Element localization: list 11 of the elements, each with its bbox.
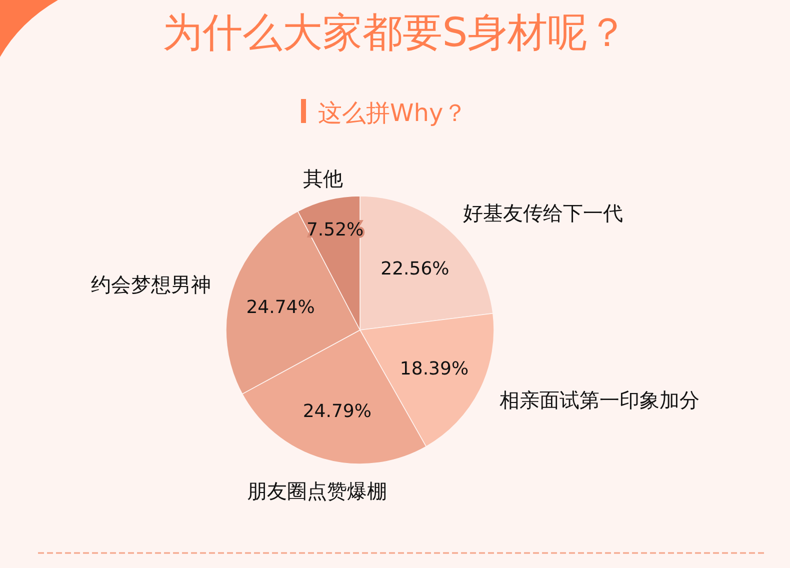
data-label: 24.74%	[246, 296, 315, 318]
slice-label: 朋友圈点赞爆棚	[247, 478, 388, 503]
chart-subtitle: 这么拼Why？	[318, 99, 468, 127]
chart-title: 为什么大家都要S身材呢？	[162, 10, 628, 56]
data-label: 18.39%	[400, 358, 469, 380]
slice-label: 其他	[302, 166, 343, 191]
slice-label: 约会梦想男神	[90, 272, 211, 297]
data-label: 24.79%	[302, 400, 372, 422]
slice-label: 相亲面试第一印象加分	[499, 388, 700, 412]
data-label: 22.56%	[380, 258, 450, 280]
slice-label: 好基友传给下一代	[463, 201, 624, 226]
